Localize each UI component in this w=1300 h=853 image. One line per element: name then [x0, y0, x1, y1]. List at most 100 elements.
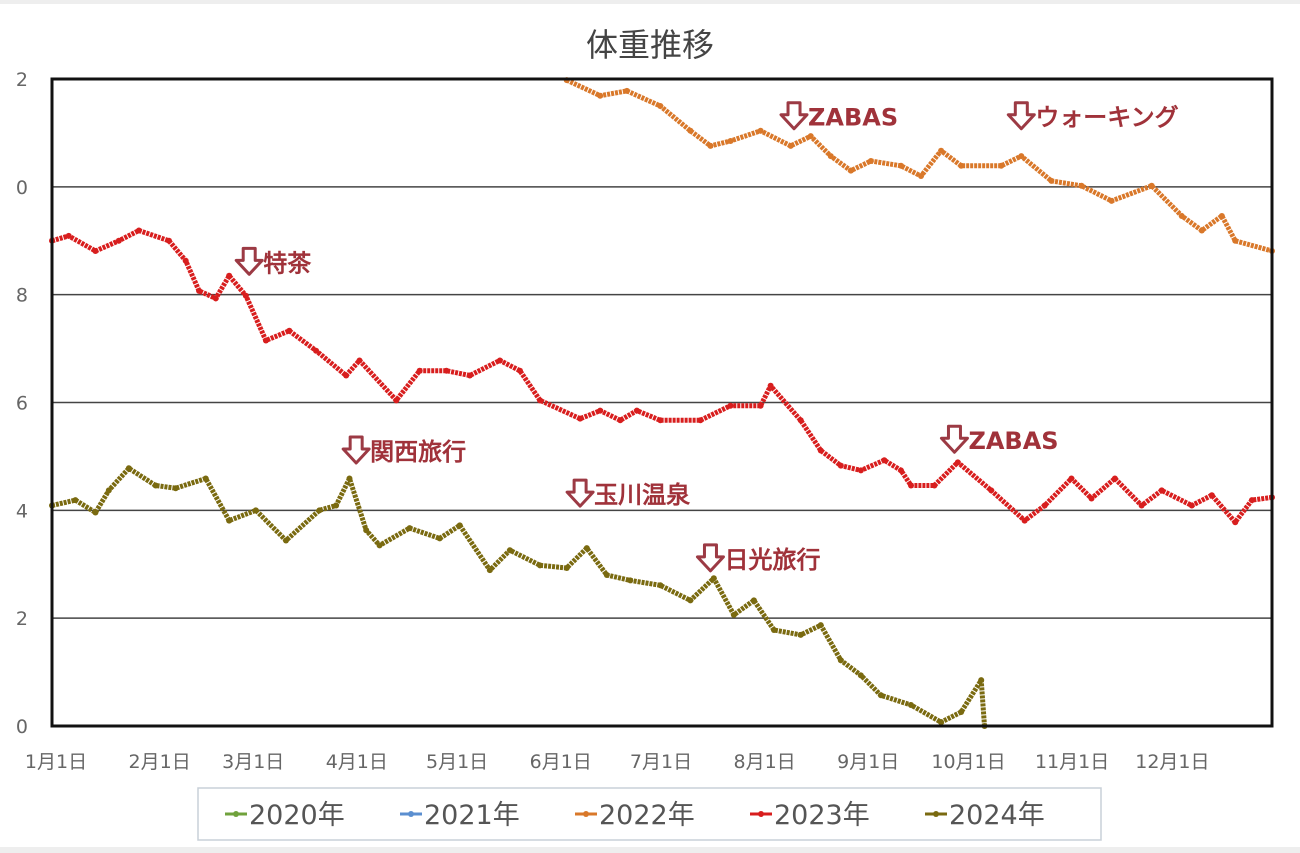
data-point	[416, 367, 423, 374]
x-tick-label: 2月1日	[129, 751, 191, 773]
annotation: ZABAS	[779, 101, 898, 132]
x-tick-label: 8月1日	[734, 751, 796, 773]
legend-dot-marker	[408, 811, 414, 817]
data-point	[797, 417, 804, 424]
data-point	[262, 337, 269, 344]
data-point	[242, 292, 249, 299]
series-line-2023年	[51, 228, 1273, 525]
x-tick-label: 1月1日	[25, 751, 87, 773]
y-tick-label: 2	[16, 69, 28, 91]
data-point	[750, 597, 757, 604]
down-arrow-icon	[341, 435, 371, 465]
data-point	[988, 487, 995, 494]
data-point	[787, 142, 794, 149]
bottom-border	[0, 847, 1300, 853]
data-point	[657, 417, 664, 424]
data-point	[657, 102, 664, 109]
data-point	[978, 677, 985, 684]
data-point	[623, 87, 630, 94]
legend-item-2022年: 2022年	[575, 800, 695, 831]
data-point	[537, 397, 543, 404]
data-point	[727, 402, 734, 409]
data-point	[730, 611, 737, 618]
data-point	[1188, 502, 1195, 509]
y-tick-label: 4	[16, 500, 28, 522]
data-point	[343, 372, 350, 379]
annotation-label: 特茶	[263, 249, 312, 277]
plot-frame	[50, 77, 1274, 728]
down-arrow-icon	[695, 543, 725, 573]
data-point	[486, 567, 493, 574]
annotation-label: 日光旅行	[724, 546, 820, 574]
data-point	[577, 415, 584, 422]
data-point	[1158, 487, 1165, 494]
data-point	[165, 237, 172, 244]
gridlines	[52, 186, 1272, 619]
data-point	[908, 701, 915, 708]
data-point	[282, 537, 289, 544]
data-point	[563, 565, 570, 572]
data-point	[958, 162, 965, 169]
data-point	[867, 157, 874, 164]
data-point	[443, 367, 450, 374]
down-arrow-icon	[779, 101, 809, 131]
legend-box	[197, 787, 1102, 841]
x-tick-label: 3月1日	[222, 751, 284, 773]
annotation: ウォーキング	[1006, 101, 1179, 132]
data-point	[496, 357, 503, 364]
data-point	[881, 457, 888, 464]
data-point	[226, 272, 233, 279]
x-tick-label: 6月1日	[530, 751, 592, 773]
legend-item-2021年: 2021年	[400, 800, 520, 831]
data-point	[633, 407, 640, 414]
data-point	[931, 482, 938, 489]
data-point	[1248, 497, 1255, 504]
chart-title: 体重推移	[586, 26, 714, 64]
legend-label: 2020年	[249, 800, 345, 831]
data-point	[1148, 182, 1155, 189]
data-point	[657, 582, 664, 589]
data-point	[172, 485, 179, 492]
data-point	[603, 572, 610, 579]
annotation: ZABAS	[939, 424, 1059, 455]
data-point	[727, 138, 734, 145]
data-point	[918, 173, 925, 180]
data-point	[456, 522, 463, 529]
data-point	[847, 167, 854, 174]
x-tick-label: 5月1日	[426, 751, 488, 773]
legend-dot-marker	[758, 811, 764, 817]
series-lines	[49, 77, 1275, 729]
data-point	[1018, 153, 1025, 160]
data-point	[196, 287, 203, 294]
data-point	[313, 347, 320, 354]
data-point	[767, 382, 774, 389]
data-point	[958, 708, 965, 715]
annotation: 日光旅行	[695, 543, 820, 574]
data-point	[837, 462, 844, 469]
data-point	[72, 497, 79, 504]
data-point	[597, 407, 604, 414]
data-point	[92, 247, 99, 254]
y-tick-label: 0	[16, 177, 28, 199]
data-point	[125, 465, 132, 472]
series-line-2022年	[565, 77, 1273, 254]
data-point	[1138, 502, 1145, 509]
data-point	[286, 327, 293, 334]
legend-dot-marker	[933, 811, 939, 817]
data-point	[1041, 502, 1048, 509]
data-point	[687, 597, 694, 604]
data-point	[687, 127, 694, 134]
annotation-label: 関西旅行	[370, 438, 466, 466]
data-point	[757, 127, 764, 134]
data-point	[537, 562, 543, 569]
data-point	[1198, 227, 1205, 234]
data-point	[710, 575, 717, 582]
data-point	[1178, 212, 1185, 219]
data-point	[393, 397, 400, 404]
y-axis-ticks: 0 2 4 6 8 0 2	[16, 69, 28, 738]
data-point	[998, 162, 1005, 169]
data-point	[757, 402, 764, 409]
x-tick-label: 7月1日	[630, 751, 692, 773]
